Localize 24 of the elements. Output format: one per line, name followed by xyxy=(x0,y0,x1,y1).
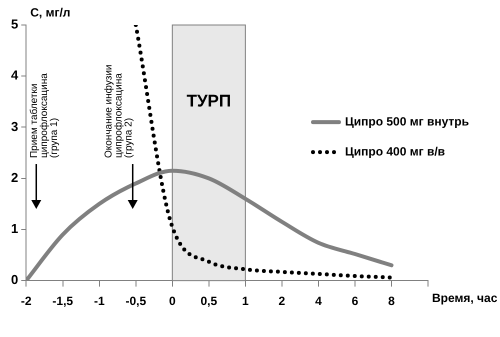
x-tick-label: 8 xyxy=(388,294,396,308)
x-tick-label: 6 xyxy=(352,294,359,308)
x-tick-label: -2 xyxy=(20,294,32,308)
x-tick-label: -1,5 xyxy=(52,294,74,308)
y-tick-label: 2 xyxy=(10,170,18,185)
legend-label: Ципро 500 мг внутрь xyxy=(345,114,469,128)
legend-label: Ципро 400 мг в/в xyxy=(345,144,446,158)
x-tick-label: 1 xyxy=(242,294,250,308)
x-tick-label: -1 xyxy=(94,294,105,308)
y-tick-label: 3 xyxy=(10,118,18,134)
x-tick-label: 4 xyxy=(315,294,322,308)
annotation: Окончание инфузии ципрофлоксацина (група 2) xyxy=(103,64,134,158)
band-label: ТУРП xyxy=(186,91,232,110)
x-tick-label: 2 xyxy=(278,294,286,308)
x-tick-label: 0,5 xyxy=(200,294,218,308)
x-tick-label: 0 xyxy=(168,294,176,308)
y-tick-label: 1 xyxy=(10,221,18,236)
x-tick-label: -0,5 xyxy=(125,294,146,308)
y-tick-label: 5 xyxy=(10,16,18,32)
x-axis-title: Время, час xyxy=(432,290,498,305)
annotation: Прием таблетки ципрофлоксацина (група 1) xyxy=(29,72,60,158)
y-tick-label: 0 xyxy=(10,272,18,288)
y-tick-label: 4 xyxy=(10,68,19,83)
y-axis-title: С, мг/л xyxy=(30,5,70,20)
